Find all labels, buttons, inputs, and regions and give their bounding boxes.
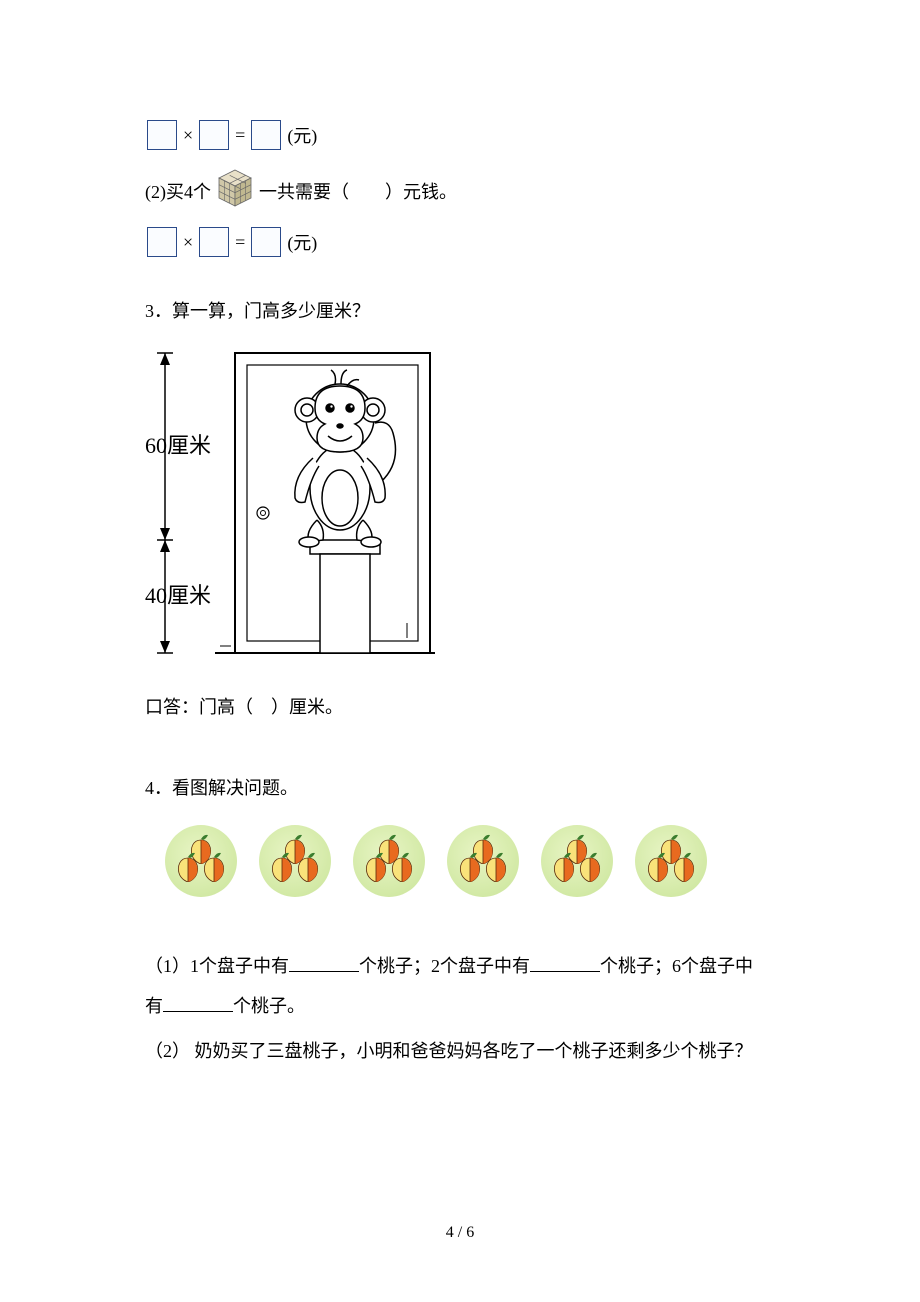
text: （1）1个盘子中有 [145,956,289,976]
peach-icon [551,852,577,882]
peach-icon [269,852,295,882]
input-box[interactable] [251,227,281,257]
fill-blank[interactable] [289,954,359,972]
text: 个桃子；2个盘子中有 [359,956,530,976]
peach-icon [363,852,389,882]
plate [541,825,613,897]
operator-equals: = [235,125,245,146]
door-figure: 60厘米 40厘米 [145,348,775,663]
question-4-sub-1: （1）1个盘子中有 个桃子；2个盘子中有 个桃子；6个盘子中 有 个桃子。 [145,947,775,1026]
question-3-title: 3．算一算，门高多少厘米？ [145,297,775,323]
peach-icon [457,852,483,882]
plate [165,825,237,897]
peach-plates-row [165,825,775,897]
peach-icon [201,852,227,882]
plate [635,825,707,897]
text: 个桃子。 [233,996,305,1016]
operator-multiply: × [183,125,193,146]
input-box[interactable] [147,120,177,150]
question-4-sub-2: （2） 奶奶买了三盘桃子，小明和爸爸妈妈各吃了一个桃子还剩多少个桃子？ [145,1032,775,1072]
text-prefix: (2)买4个 [145,178,211,204]
question-4-title: 4．看图解决问题。 [145,774,775,800]
unit-label: (元) [287,229,317,255]
input-box[interactable] [147,227,177,257]
peach-icon [483,852,509,882]
operator-multiply: × [183,232,193,253]
peach-icon [671,852,697,882]
operator-equals: = [235,232,245,253]
text-suffix: 一共需要（ ）元钱。 [259,178,457,204]
dim-bottom-label: 40厘米 [145,583,211,608]
input-box[interactable] [199,227,229,257]
equation-2: × = (元) [145,227,775,257]
page-footer: 4 / 6 [0,1224,920,1242]
unit-label: (元) [287,122,317,148]
text: 有 [145,996,163,1016]
fill-blank[interactable] [530,954,600,972]
plate [259,825,331,897]
input-box[interactable] [199,120,229,150]
peach-icon [645,852,671,882]
dim-top-label: 60厘米 [145,433,211,458]
question-4: 4．看图解决问题。 [145,774,775,1072]
plate [353,825,425,897]
peach-icon [577,852,603,882]
question-2-part-2: (2)买4个 一共需要（ ）元钱。 [145,168,775,213]
rubiks-cube-icon [215,168,255,213]
peach-icon [295,852,321,882]
plate [447,825,519,897]
input-box[interactable] [251,120,281,150]
fill-blank[interactable] [163,994,233,1012]
question-3-answer-line: 口答：门高（ ）厘米。 [145,693,775,719]
equation-1: × = (元) [145,120,775,150]
peach-icon [175,852,201,882]
peach-icon [389,852,415,882]
text: 个桃子；6个盘子中 [600,956,753,976]
question-3: 3．算一算，门高多少厘米？ [145,297,775,719]
